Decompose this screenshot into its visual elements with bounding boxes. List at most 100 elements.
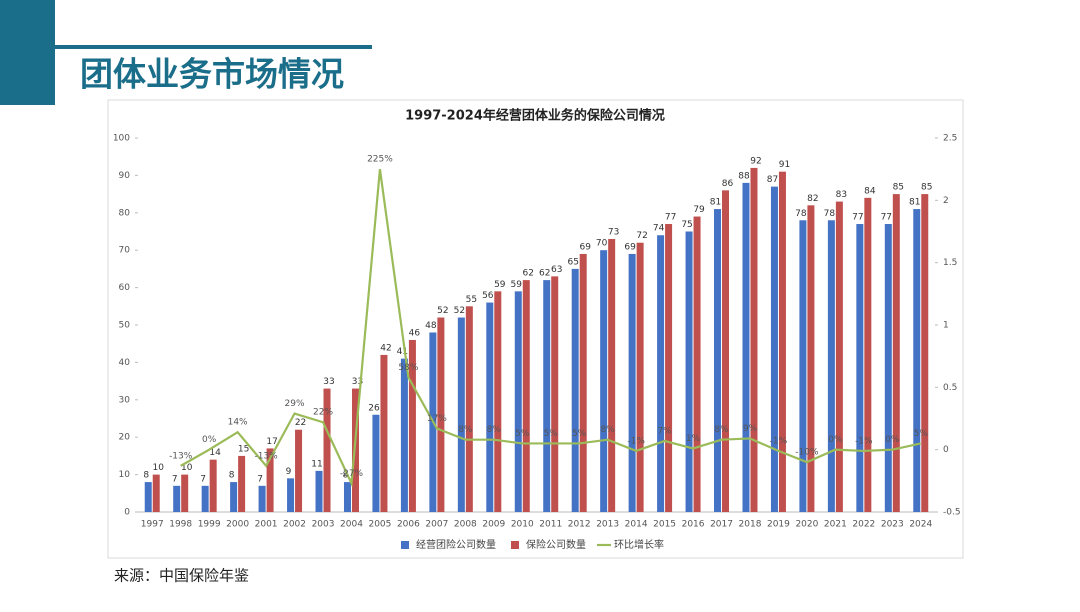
line-label: 225%: [367, 155, 393, 165]
bar: [408, 339, 416, 512]
bar-label: 55: [466, 295, 477, 305]
bar: [522, 280, 530, 512]
bar: [665, 224, 673, 512]
line-label: -1%: [855, 436, 873, 446]
bar-label: 8: [143, 471, 149, 481]
y2-tick-label: 2: [943, 196, 949, 206]
bar-label: 84: [864, 186, 876, 196]
x-tick-label: 2018: [739, 520, 762, 530]
line-label: 5%: [515, 429, 530, 439]
bar: [892, 194, 900, 512]
bar: [494, 291, 502, 512]
bar-label: 42: [380, 343, 391, 353]
bar-label: 46: [409, 328, 421, 338]
bar-label: 48: [425, 321, 437, 331]
bar-label: 69: [624, 242, 636, 252]
x-tick-label: 2021: [824, 520, 847, 530]
bar-label: 83: [836, 190, 847, 200]
y2-tick-label: 1.5: [943, 258, 957, 268]
bar: [579, 253, 587, 512]
bar-label: 56: [482, 291, 494, 301]
bar: [258, 485, 266, 512]
bar-label: 69: [579, 242, 591, 252]
y2-tick-label: 1: [943, 321, 949, 331]
source-note: 来源：中国保险年鉴: [114, 567, 249, 585]
bar: [608, 238, 616, 513]
bar-label: 70: [596, 239, 608, 249]
bar: [770, 186, 778, 512]
legend-label: 保险公司数量: [526, 538, 586, 551]
bar: [827, 220, 835, 512]
x-tick-label: 2010: [511, 520, 534, 530]
bar-label: 14: [209, 448, 221, 458]
bar: [864, 197, 872, 512]
bar-label: 77: [881, 213, 892, 223]
line-label: 9%: [743, 424, 758, 434]
bar: [287, 478, 295, 512]
chart-title: 1997-2024年经营团体业务的保险公司情况: [405, 108, 665, 124]
x-tick-label: 2003: [312, 520, 335, 530]
bar: [884, 224, 892, 512]
bar-label: 82: [807, 194, 818, 204]
bar-label: 62: [539, 269, 550, 279]
line-label: 22%: [313, 408, 333, 418]
bar-label: 79: [693, 205, 705, 215]
y2-tick-label: 0.5: [943, 383, 957, 393]
line-label: -10%: [795, 448, 819, 458]
line-label: -1%: [627, 436, 645, 446]
bar-label: 8: [229, 471, 235, 481]
x-tick-label: 2009: [482, 520, 505, 530]
bar: [295, 429, 303, 512]
bar-label: 52: [437, 306, 448, 316]
line-label: 1%: [686, 434, 701, 444]
x-tick-label: 2015: [653, 520, 676, 530]
x-tick-label: 2008: [454, 520, 477, 530]
bar: [685, 231, 693, 512]
y-tick-label: 20: [119, 433, 131, 443]
bar: [152, 474, 160, 512]
bar-label: 81: [909, 198, 920, 208]
bar-label: 7: [257, 474, 263, 484]
x-tick-label: 2000: [226, 520, 249, 530]
x-tick-label: 2007: [425, 520, 448, 530]
bar: [173, 485, 181, 512]
bar-label: 15: [238, 444, 249, 454]
bar: [750, 167, 758, 513]
bar-label: 85: [921, 183, 932, 193]
x-tick-label: 2022: [852, 520, 875, 530]
bar: [799, 220, 807, 512]
bar-label: 72: [636, 231, 647, 241]
bar: [266, 448, 274, 512]
x-tick-label: 2012: [568, 520, 591, 530]
bar-label: 91: [779, 160, 790, 170]
bar-label: 73: [608, 227, 619, 237]
bar: [714, 209, 722, 512]
line-label: 58%: [398, 363, 418, 373]
bar-label: 33: [323, 377, 334, 387]
bar: [628, 253, 636, 512]
y-tick-label: 10: [119, 470, 131, 480]
line-label: 0%: [885, 435, 900, 445]
bar: [913, 209, 921, 512]
bar-label: 52: [454, 306, 465, 316]
bar: [514, 291, 522, 512]
line-label: 5%: [572, 429, 587, 439]
x-tick-label: 1998: [169, 520, 192, 530]
x-tick-label: 2001: [255, 520, 278, 530]
bar-label: 10: [153, 463, 165, 473]
y-tick-label: 70: [119, 246, 131, 256]
bar: [742, 182, 750, 512]
bar: [457, 317, 465, 512]
bar-label: 78: [795, 209, 807, 219]
x-tick-label: 2014: [625, 520, 648, 530]
bar-label: 17: [266, 437, 277, 447]
bar-label: 85: [893, 183, 904, 193]
bar-label: 11: [311, 459, 322, 469]
bar: [693, 216, 701, 513]
bar: [372, 414, 380, 512]
bar: [323, 388, 331, 512]
x-tick-label: 2013: [596, 520, 619, 530]
legend-swatch: [401, 541, 409, 549]
bar: [571, 268, 579, 512]
line-label: 14%: [228, 418, 248, 428]
